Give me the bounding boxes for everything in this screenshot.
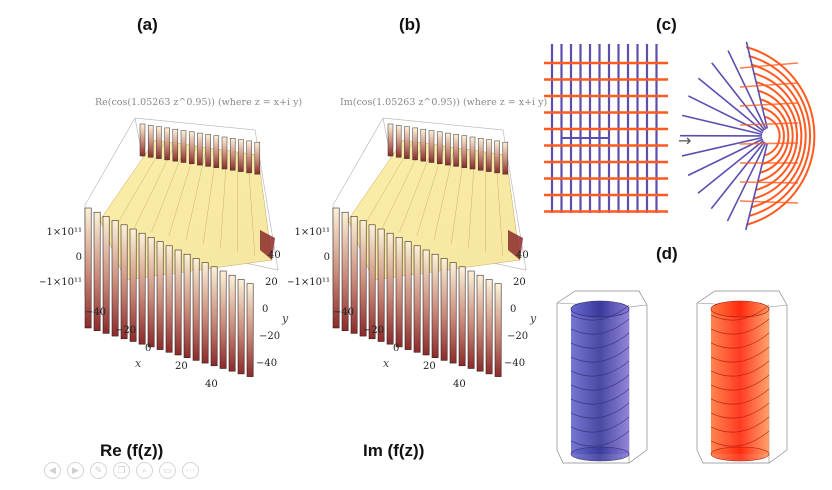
x-tick-label: −20 [115, 325, 136, 336]
x-tick-label: −20 [363, 325, 384, 336]
z-tick-label: 0 [76, 252, 82, 263]
surface-plot-im: 1×10¹¹ 0 −1×10¹¹ −40 −20 0 20 40 x 40 20 0 −20 −40 y [288, 117, 537, 390]
caption-b: Im (f(z)) [363, 441, 425, 460]
z-tick-label: 1×10¹¹ [47, 227, 82, 238]
x-tick-label: 40 [453, 379, 466, 390]
x-tick-label: 40 [205, 379, 218, 390]
more-icon[interactable]: ⋯ [182, 462, 199, 479]
y-tick-label: 0 [262, 304, 268, 315]
zoom-icon[interactable]: ⌕ [136, 462, 153, 479]
mapped-grid [679, 41, 816, 231]
z-tick-label: −1×10¹¹ [288, 277, 330, 288]
next-icon[interactable]: ▶ [67, 462, 84, 479]
y-axis-label: y [529, 312, 537, 325]
cartesian-grid [544, 44, 668, 213]
y-tick-label: 20 [513, 277, 526, 288]
conformal-map-diagram: → [544, 41, 816, 231]
panel-label-b: (b) [399, 15, 421, 34]
x-tick-label: 0 [145, 343, 151, 354]
x-axis-label: x [135, 357, 142, 370]
panel-label-c: (c) [656, 15, 677, 34]
z-tick-label: 0 [324, 252, 330, 263]
y-tick-label: 20 [265, 277, 278, 288]
plot-title-a: Re(cos(1.05263 z^0.95)) (where z = x+i y… [95, 97, 303, 108]
y-tick-label: 40 [268, 250, 281, 261]
y-axis-label: y [281, 312, 289, 325]
x-tick-label: −40 [85, 307, 106, 318]
pen-icon[interactable]: ✎ [90, 462, 107, 479]
panel-label-d: (d) [656, 244, 678, 263]
cylinder-red [696, 290, 788, 464]
y-tick-label: −40 [504, 358, 525, 369]
y-tick-label: −40 [256, 358, 277, 369]
z-tick-label: −1×10¹¹ [40, 277, 82, 288]
y-tick-label: −20 [259, 331, 280, 342]
y-tick-label: 40 [516, 250, 529, 261]
screen-icon[interactable]: ▭ [159, 462, 176, 479]
panel-label-a: (a) [137, 15, 158, 34]
cylinder-blue [556, 290, 648, 464]
prev-icon[interactable]: ◀ [44, 462, 61, 479]
x-tick-label: −40 [333, 307, 354, 318]
y-tick-label: −20 [507, 331, 528, 342]
copy-icon[interactable]: ❐ [113, 462, 130, 479]
map-arrow: → [678, 131, 691, 150]
x-axis-label: x [383, 357, 390, 370]
caption-a: Re (f(z)) [100, 441, 164, 460]
plot-title-b: Im(cos(1.05263 z^0.95)) (where z = x+i y… [340, 97, 548, 108]
z-tick-label: 1×10¹¹ [295, 227, 330, 238]
surface-plot-re: 1×10¹¹ 0 −1×10¹¹ −40 −20 0 20 40 x 40 20 0 −20 −40 y [40, 117, 289, 390]
x-tick-label: 20 [423, 361, 436, 372]
x-tick-label: 0 [393, 343, 399, 354]
y-tick-label: 0 [510, 304, 516, 315]
slideshow-toolbar: ◀ ▶ ✎ ❐ ⌕ ▭ ⋯ [44, 462, 199, 479]
x-tick-label: 20 [175, 361, 188, 372]
cylinder-renders [556, 290, 788, 464]
